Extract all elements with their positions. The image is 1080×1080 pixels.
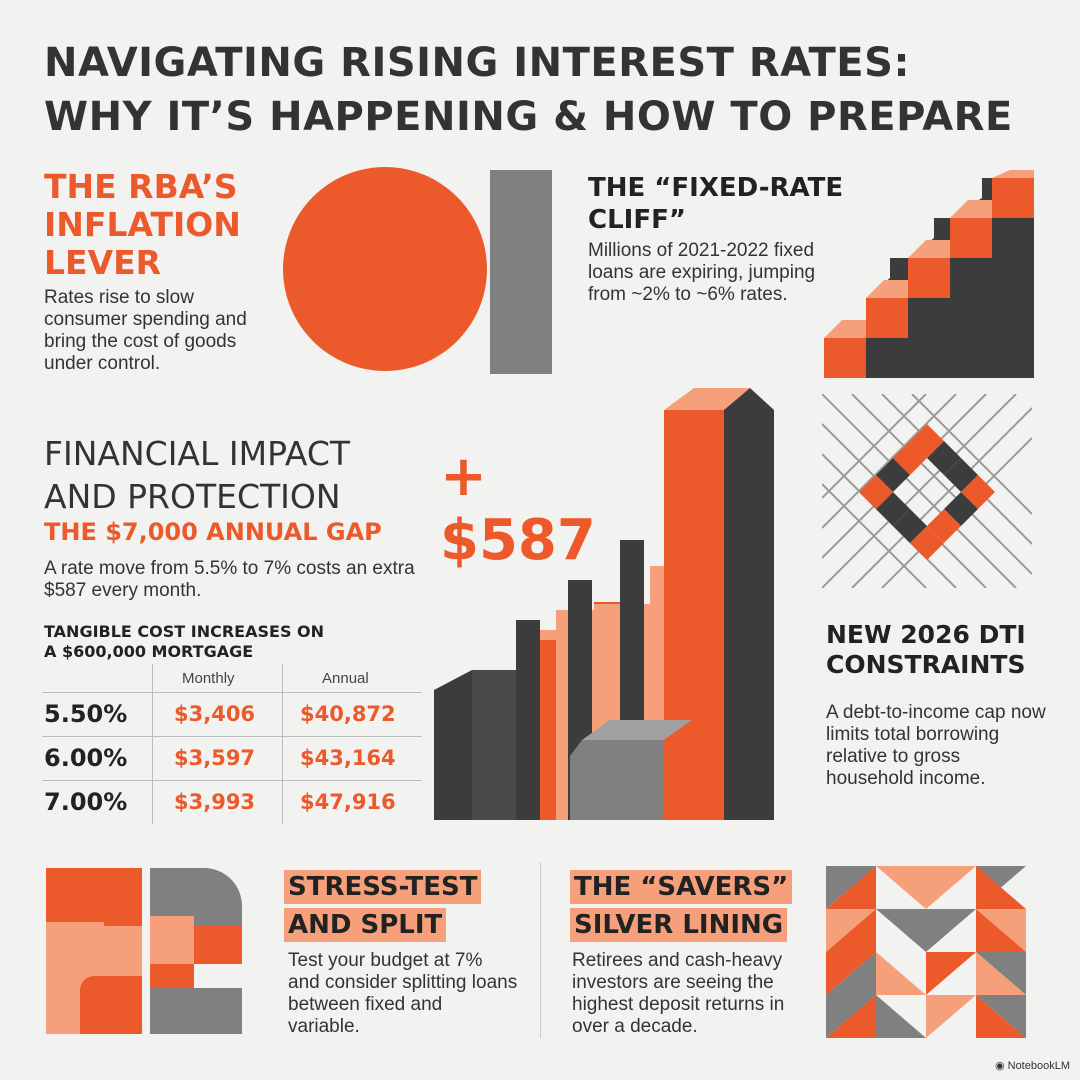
stair-step-5-top [992, 170, 1034, 178]
brand-watermark: ◉ NotebookLM [995, 1059, 1070, 1072]
column-header-annual: Annual [322, 670, 369, 687]
stress-test-heading-line: AND SPLIT [284, 908, 447, 942]
mortgage-table-heading-line: A $600,000 MORTGAGE [44, 642, 254, 661]
page-title: NAVIGATING RISING INTEREST RATES: WHY IT… [44, 36, 1044, 144]
annual-cell: $40,872 [300, 702, 396, 726]
fixed-rate-heading: THE “FIXED-RATE CLIFF” [588, 172, 878, 236]
mortgage-table-heading: TANGIBLE COST INCREASES ON A $600,000 MO… [44, 622, 404, 662]
annual-cell: $47,916 [300, 790, 396, 814]
title-line-1: NAVIGATING RISING INTEREST RATES: [44, 40, 910, 86]
table-rule [42, 692, 422, 693]
fixed-rate-heading-line: CLIFF” [588, 205, 686, 235]
monthly-cell: $3,406 [174, 702, 256, 726]
stress-test-heading: STRESS-TEST AND SPLIT [284, 870, 524, 942]
impact-heading: FINANCIAL IMPACT AND PROTECTION [44, 432, 424, 518]
mortgage-table-heading-line: TANGIBLE COST INCREASES ON [44, 622, 325, 641]
table-row: 6.00% $3,597 $43,164 [42, 738, 422, 780]
rate-cell: 5.50% [44, 700, 128, 728]
mortgage-cost-table: Monthly Annual 5.50% $3,406 $40,872 6.00… [42, 664, 422, 824]
rate-cell: 6.00% [44, 744, 128, 772]
impact-heading-line: AND PROTECTION [44, 477, 341, 516]
section-divider [540, 862, 541, 1038]
savers-heading-line: THE “SAVERS” [570, 870, 793, 904]
table-row: 7.00% $3,993 $47,916 [42, 782, 422, 824]
split-loan-graphic [46, 868, 242, 1034]
annual-cell: $43,164 [300, 746, 396, 770]
stair-step-1 [824, 338, 866, 378]
dti-heading-line: CONSTRAINTS [826, 650, 1026, 679]
stair-step-3 [908, 258, 950, 298]
rba-heading: THE RBA’S INFLATION LEVER [44, 168, 294, 282]
table-rule [42, 780, 422, 781]
brand-label: NotebookLM [1007, 1060, 1070, 1072]
dti-heading: NEW 2026 DTI CONSTRAINTS [826, 620, 1056, 680]
stair-step-4 [950, 218, 992, 258]
stair-step-2 [866, 298, 908, 338]
table-row: 5.50% $3,406 $40,872 [42, 694, 422, 736]
geometric-pattern-graphic [826, 866, 1026, 1038]
stair-step-5 [992, 178, 1034, 218]
monthly-increase-figure: + $587 [440, 444, 596, 573]
brand-icon: ◉ [994, 1060, 1008, 1072]
rising-bars-graphic [434, 388, 774, 820]
savers-heading-line: SILVER LINING [570, 908, 788, 942]
impact-heading-line: FINANCIAL IMPACT [44, 434, 351, 473]
annual-gap-subheading: THE $7,000 ANNUAL GAP [44, 518, 382, 546]
savers-heading: THE “SAVERS” SILVER LINING [570, 870, 820, 942]
orange-circle-shape [283, 167, 487, 371]
gray-bar-shape [490, 170, 552, 374]
lattice-graphic [822, 394, 1032, 588]
table-divider [152, 664, 153, 824]
monthly-cell: $3,597 [174, 746, 256, 770]
annual-gap-body: A rate move from 5.5% to 7% costs an ext… [44, 558, 415, 601]
rate-cell: 7.00% [44, 788, 128, 816]
fixed-rate-heading-line: THE “FIXED-RATE [588, 173, 844, 203]
monthly-cell: $3,993 [174, 790, 256, 814]
title-line-2: WHY IT’S HAPPENING & HOW TO PREPARE [44, 94, 1013, 140]
rba-heading-line: LEVER [44, 243, 162, 282]
column-header-monthly: Monthly [182, 670, 235, 687]
table-divider [282, 664, 283, 824]
inflation-lever-graphic [283, 167, 552, 374]
stress-test-heading-line: STRESS-TEST [284, 870, 482, 904]
table-rule [42, 736, 422, 737]
staircase-graphic [824, 170, 1034, 378]
fixed-rate-body: Millions of 2021-2022 fixed loans are ex… [588, 240, 816, 305]
stress-test-body: Test your budget at 7% and consider spli… [288, 950, 518, 1037]
rba-body: Rates rise to slow consumer spending and… [44, 287, 247, 374]
dti-body: A debt-to-income cap now limits total bo… [826, 702, 1046, 789]
dti-heading-line: NEW 2026 DTI [826, 620, 1026, 649]
savers-body: Retirees and cash-heavy investors are se… [572, 950, 785, 1037]
rba-heading-line: THE RBA’S [44, 167, 238, 206]
rba-heading-line: INFLATION [44, 205, 241, 244]
